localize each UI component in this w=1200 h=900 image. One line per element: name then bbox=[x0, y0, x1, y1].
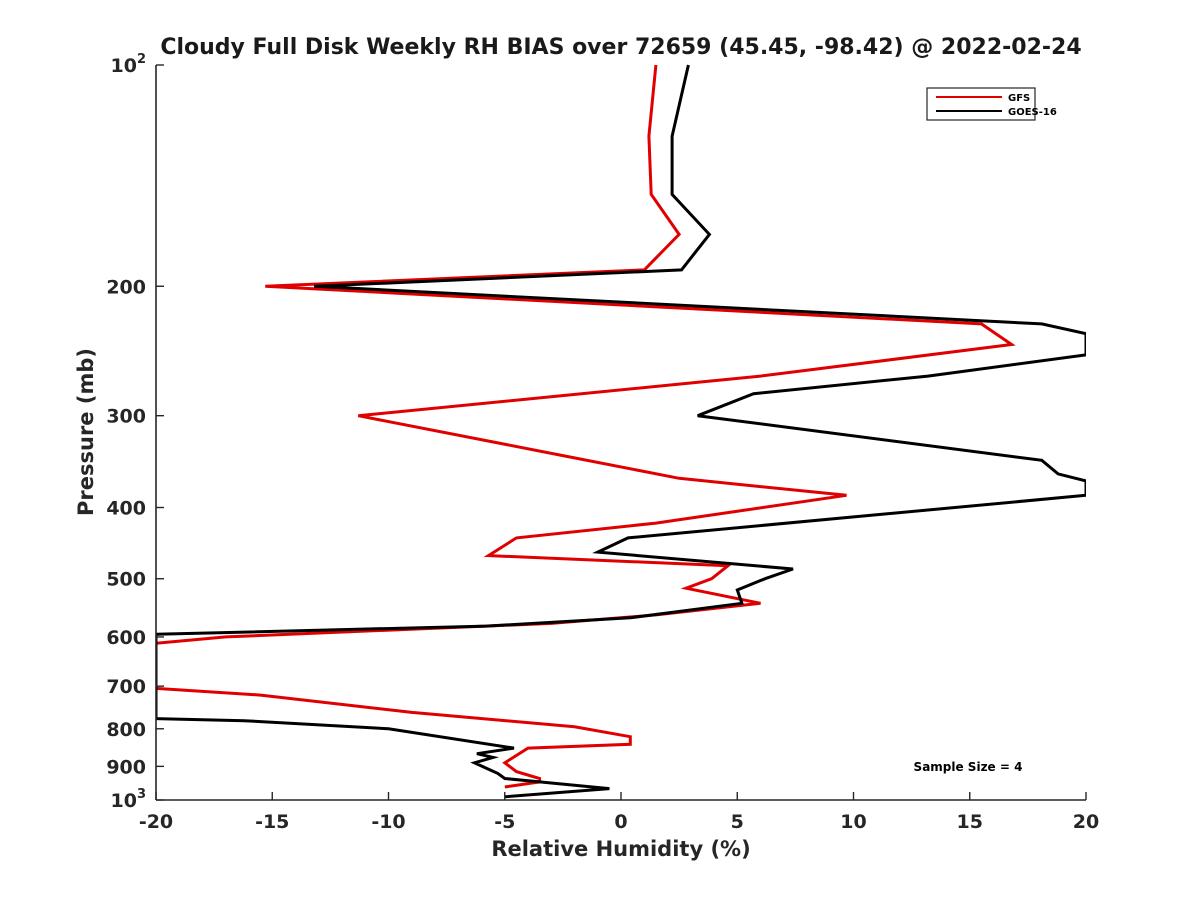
sample-size-annotation: Sample Size = 4 bbox=[914, 760, 1023, 774]
y-tick-label: 500 bbox=[106, 569, 146, 591]
x-tick-label: 5 bbox=[731, 811, 744, 833]
y-tick-label: 400 bbox=[106, 498, 146, 520]
y-tick-label: 102 bbox=[111, 52, 147, 77]
x-tick-label: -15 bbox=[255, 811, 289, 833]
y-tick-label: 700 bbox=[106, 676, 146, 698]
series-line-gfs bbox=[156, 64, 1016, 789]
x-tick-label: -10 bbox=[371, 811, 405, 833]
legend: GFS GOES-16 bbox=[926, 87, 1057, 121]
axes bbox=[155, 65, 1086, 801]
legend-label-goes16: GOES-16 bbox=[1008, 107, 1057, 118]
y-tick-label: 800 bbox=[106, 719, 146, 741]
y-tick-label: 103 bbox=[111, 787, 147, 812]
x-tick-label: 20 bbox=[1073, 811, 1099, 833]
y-axis-label: Pressure (mb) bbox=[74, 348, 98, 516]
series-line-goes16 bbox=[156, 64, 1086, 799]
legend-box bbox=[926, 87, 1036, 121]
y-ticks: 102 200 300 400 500 600 700 800 900 103 bbox=[106, 52, 164, 812]
chart-title: Cloudy Full Disk Weekly RH BIAS over 726… bbox=[160, 35, 1081, 60]
y-tick-label: 200 bbox=[106, 276, 146, 298]
x-ticks: -20 -15 -10 -5 0 5 10 15 20 bbox=[139, 792, 1099, 833]
x-axis-label: Relative Humidity (%) bbox=[491, 837, 750, 861]
legend-label-gfs: GFS bbox=[1008, 93, 1030, 104]
y-tick-label: 900 bbox=[106, 756, 146, 778]
x-tick-label: -20 bbox=[139, 811, 173, 833]
x-tick-label: 15 bbox=[957, 811, 983, 833]
plot-lines bbox=[156, 64, 1086, 799]
y-tick-label: 600 bbox=[106, 627, 146, 649]
x-tick-label: 10 bbox=[840, 811, 866, 833]
x-tick-label: 0 bbox=[614, 811, 627, 833]
y-tick-label: 300 bbox=[106, 406, 146, 428]
x-tick-label: -5 bbox=[494, 811, 515, 833]
